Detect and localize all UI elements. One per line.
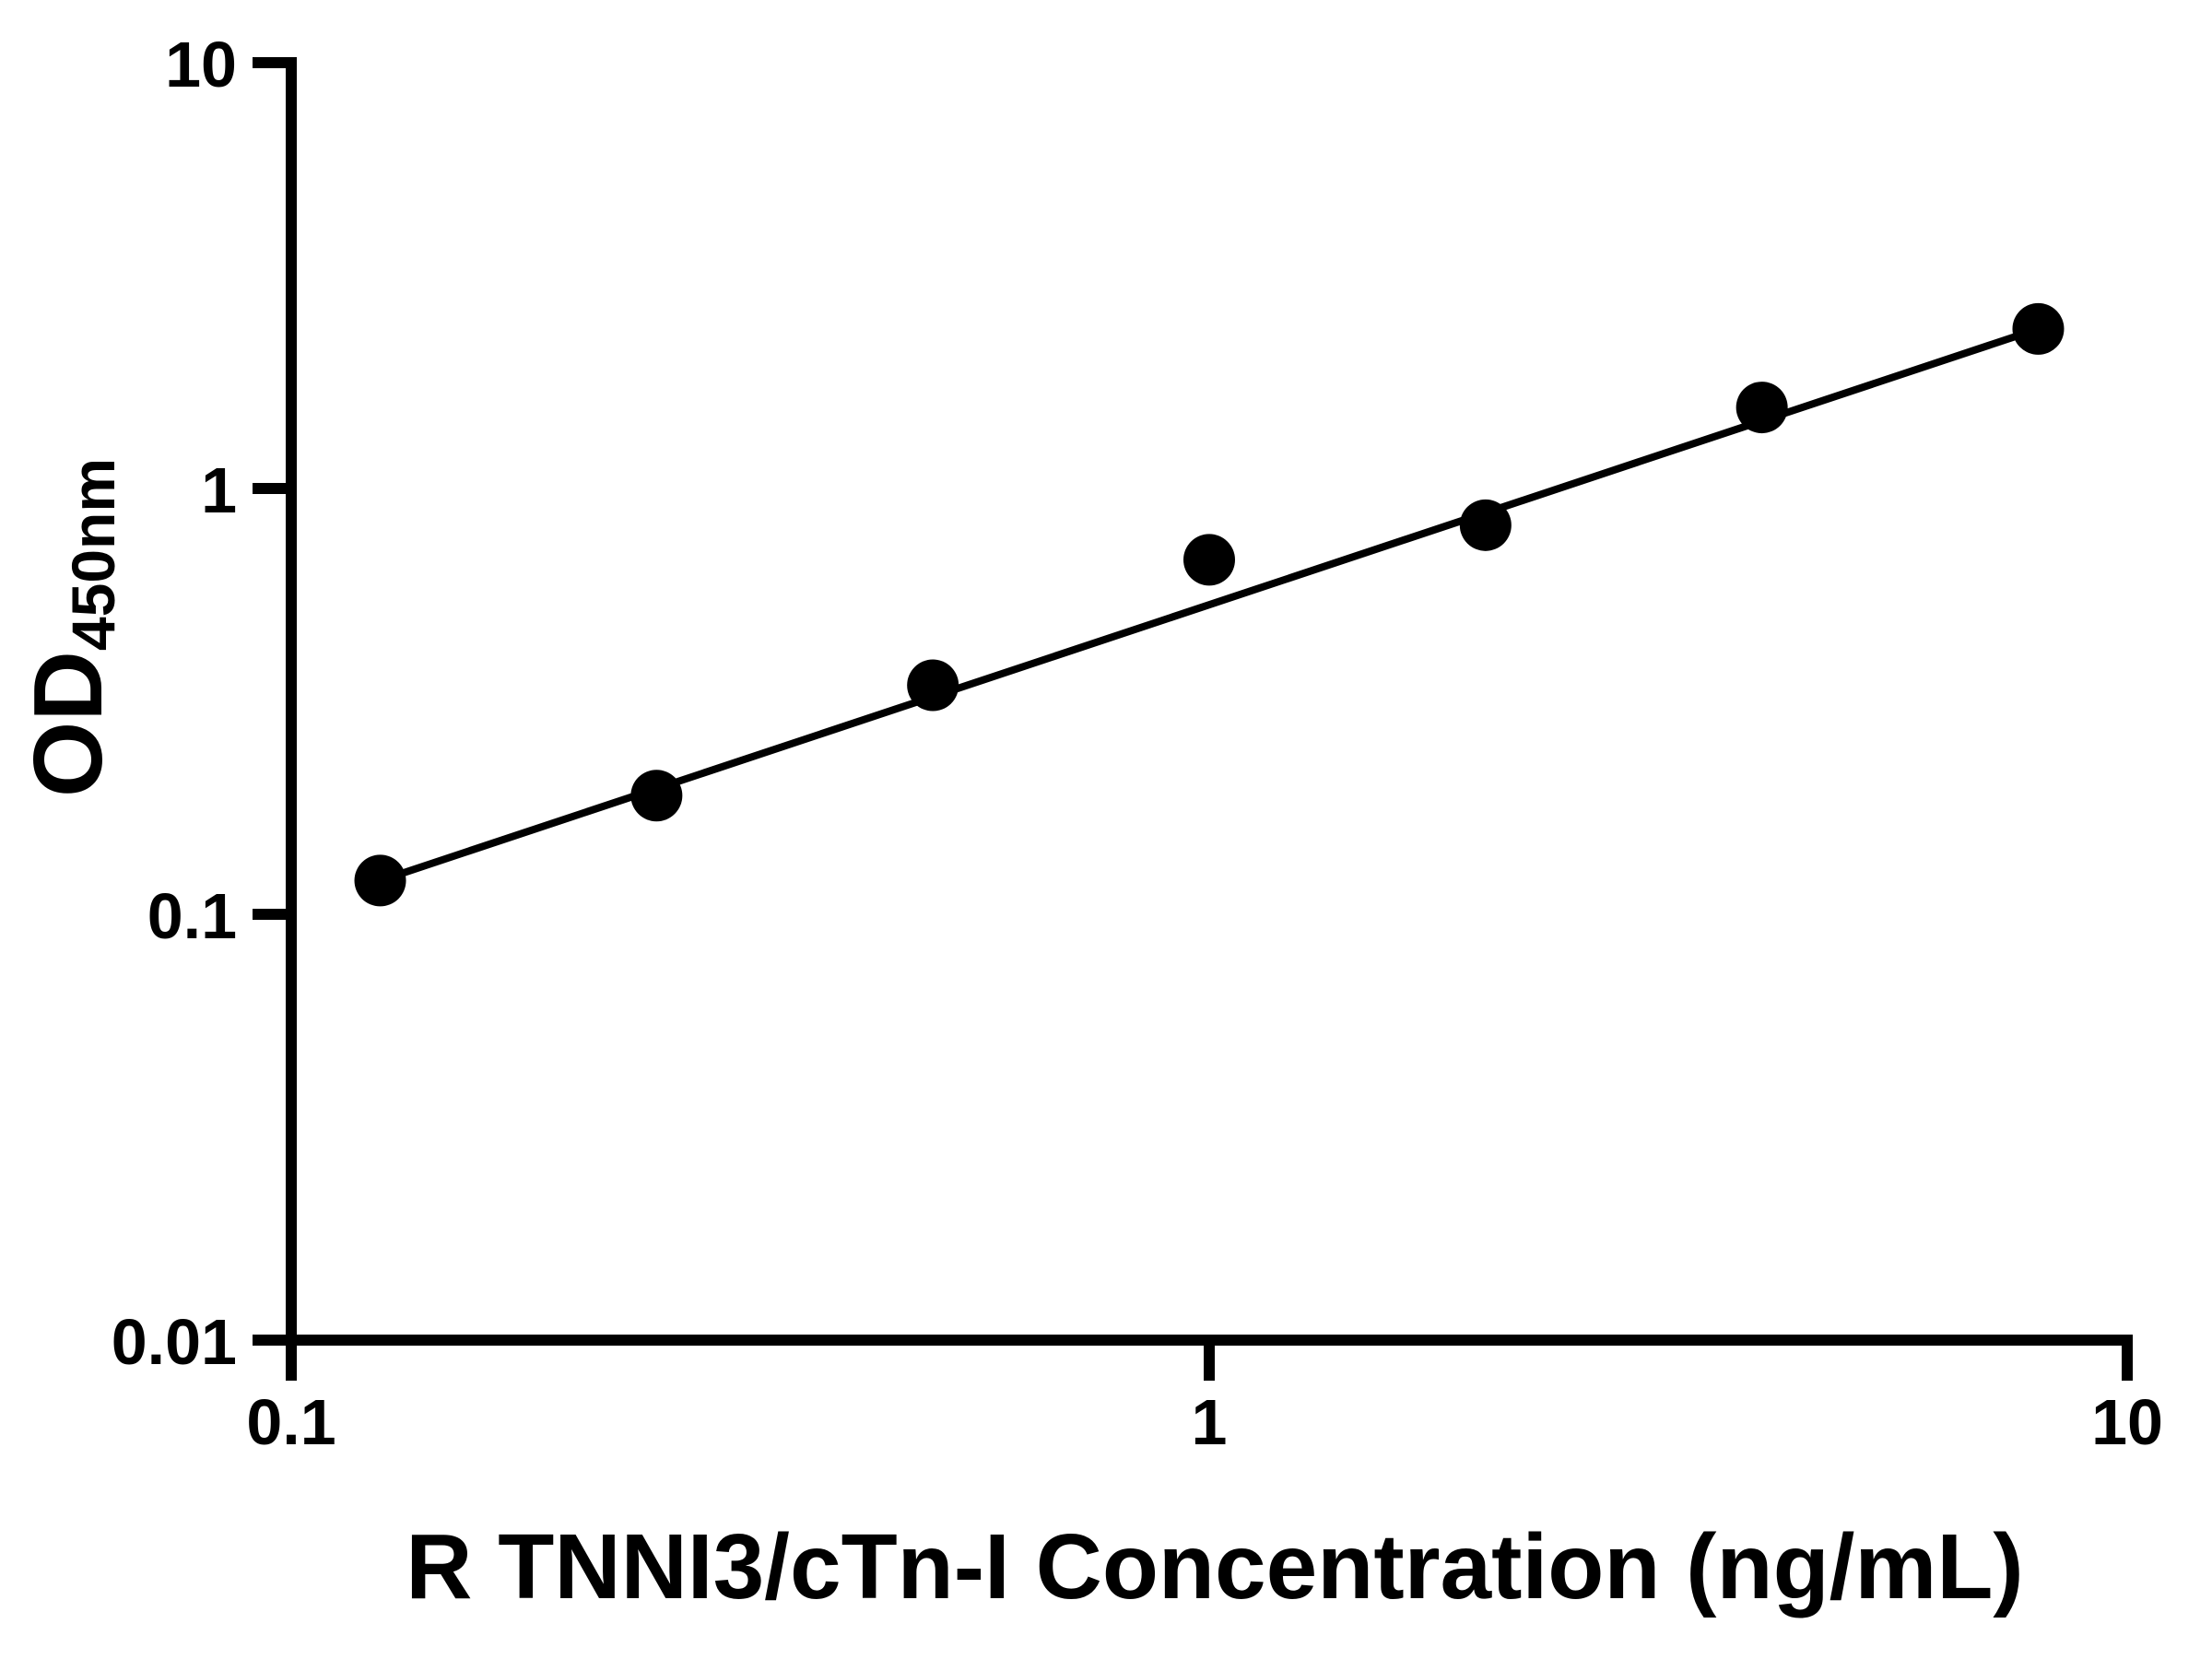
x-tick-label: 0.1 — [246, 1386, 335, 1458]
y-tick-mark — [253, 909, 288, 920]
x-axis-line — [286, 1335, 2133, 1346]
x-axis-title: R TNNI3/cTn-I Concentration (ng/mL) — [406, 1515, 2023, 1618]
data-point — [1735, 382, 1788, 434]
y-axis-line — [286, 57, 297, 1346]
data-point — [907, 659, 959, 712]
y-tick-label: 1 — [201, 454, 237, 526]
data-point — [1183, 534, 1235, 586]
y-tick-label: 0.1 — [147, 880, 237, 952]
y-axis-title-main: OD — [14, 651, 123, 797]
y-tick-mark — [253, 1335, 288, 1346]
x-tick-mark — [1204, 1346, 1215, 1381]
y-tick-mark — [253, 483, 288, 494]
x-tick-label: 1 — [1192, 1386, 1228, 1458]
y-tick-label: 10 — [165, 29, 237, 100]
y-axis-title: OD450nm — [14, 458, 127, 797]
data-point — [2012, 302, 2065, 355]
data-point — [630, 770, 683, 822]
y-tick-mark — [253, 57, 288, 68]
data-point — [1459, 499, 1512, 551]
fit-line — [379, 325, 2040, 885]
x-tick-mark — [2122, 1346, 2133, 1381]
data-point — [354, 854, 406, 907]
x-tick-label: 10 — [2091, 1386, 2163, 1458]
y-tick-label: 0.01 — [112, 1306, 237, 1378]
x-tick-mark — [286, 1346, 297, 1381]
y-axis-title-subscript: 450nm — [59, 458, 127, 651]
